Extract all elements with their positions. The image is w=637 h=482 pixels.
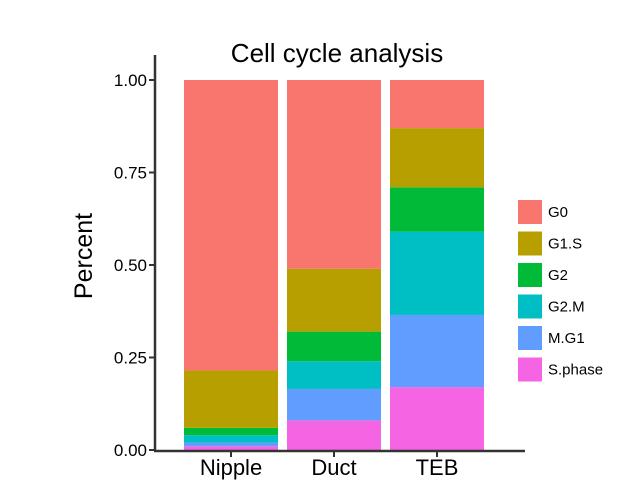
- legend-label-g2: G2: [548, 267, 568, 284]
- legend-label-m-g1: M.G1: [548, 330, 585, 347]
- x-tick-label-nipple: Nipple: [200, 455, 262, 480]
- bar-segment-nipple-s-phase: [184, 446, 278, 450]
- bar-segment-duct-g1-s: [287, 268, 381, 332]
- legend-label-s-phase: S.phase: [548, 362, 603, 379]
- x-ticks-group: Nipple Duct TEB: [200, 451, 459, 480]
- bar-segment-teb-g1-s: [390, 128, 484, 188]
- legend-swatch-m-g1: [518, 326, 542, 350]
- legend-swatch-s-phase: [518, 357, 542, 382]
- legend-swatch-g0: [518, 200, 542, 224]
- y-tick-label: 0.50: [114, 256, 147, 275]
- legend-label-g1-s: G1.S: [548, 236, 582, 253]
- bar-segment-nipple-g1-s: [184, 370, 278, 428]
- axes-group: [153, 55, 525, 453]
- x-tick-label-teb: TEB: [416, 455, 459, 480]
- y-ticks-group: 0.00 0.25 0.50 0.75 1.00: [114, 71, 155, 460]
- legend-label-g2-m: G2.M: [548, 299, 585, 316]
- y-tick-label: 1.00: [114, 71, 147, 90]
- bar-segment-teb-g0: [390, 80, 484, 129]
- bar-segment-teb-g2: [390, 187, 484, 232]
- legend: G0 G1.S G2 G2.M M.G1 S.phase: [518, 200, 603, 382]
- legend-swatch-g2-m: [518, 294, 542, 319]
- bar-segment-duct-g2-m: [287, 361, 381, 389]
- legend-swatch-g1-s: [518, 231, 542, 256]
- bar-segment-nipple-g0: [184, 80, 278, 371]
- y-tick-label: 0.25: [114, 349, 147, 368]
- bar-segment-duct-g2: [287, 331, 381, 362]
- bar-segment-duct-g0: [287, 80, 381, 269]
- bar-segment-nipple-g2-m: [184, 435, 278, 443]
- y-tick-label: 0.00: [114, 441, 147, 460]
- legend-swatch-g2: [518, 263, 542, 287]
- chart-title: Cell cycle analysis: [231, 38, 443, 68]
- y-tick-label: 0.75: [114, 164, 147, 183]
- bar-segment-nipple-g2: [184, 427, 278, 436]
- bar-segment-nipple-m-g1: [184, 442, 278, 447]
- bar-segment-teb-m-g1: [390, 314, 484, 388]
- bar-segment-duct-s-phase: [287, 420, 381, 450]
- legend-label-g0: G0: [548, 204, 568, 221]
- bar-segment-duct-m-g1: [287, 388, 381, 421]
- bar-segment-teb-s-phase: [390, 387, 484, 450]
- y-axis-label: Percent: [70, 213, 98, 299]
- x-tick-label-duct: Duct: [311, 455, 356, 480]
- bars-group: [184, 80, 484, 450]
- bar-segment-teb-g2-m: [390, 231, 484, 315]
